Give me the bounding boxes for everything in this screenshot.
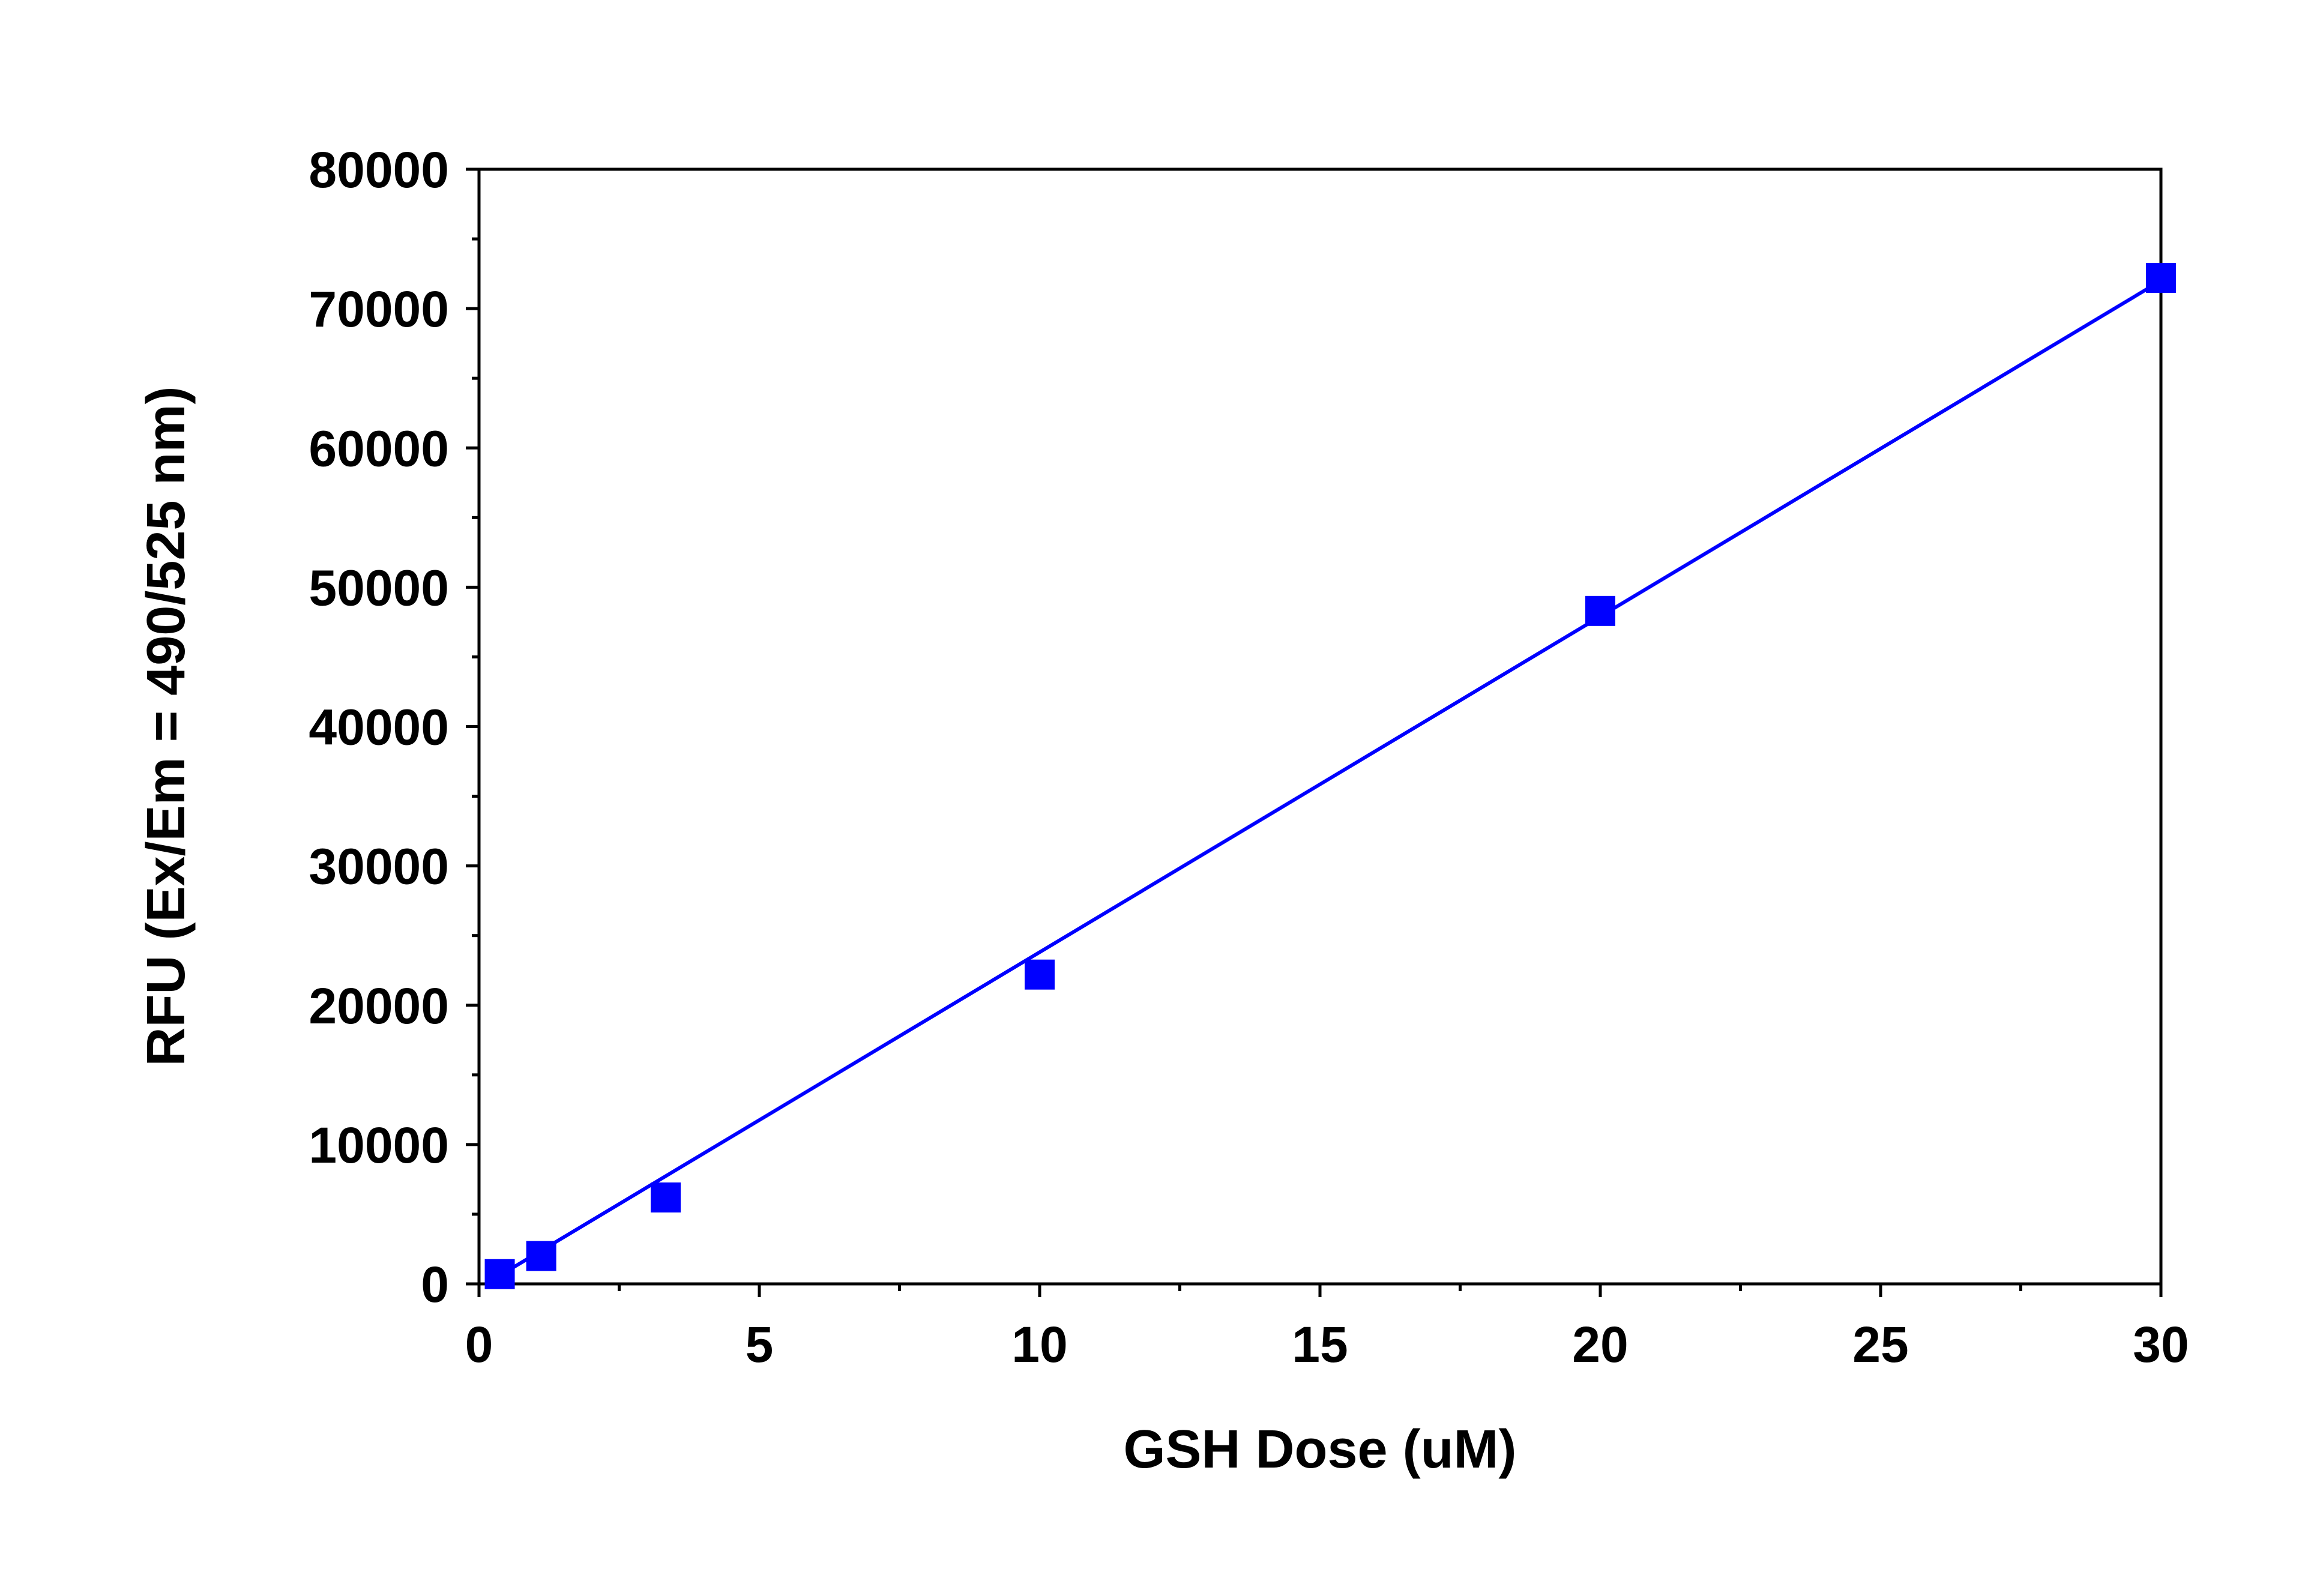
- y-tick-label: 40000: [309, 699, 449, 756]
- x-tick-label: 25: [1852, 1316, 1908, 1373]
- x-tick-label: 20: [1572, 1316, 1628, 1373]
- x-tick-label: 15: [1292, 1316, 1348, 1373]
- y-tick-label: 0: [421, 1256, 449, 1313]
- data-point: [1585, 595, 1615, 626]
- x-tick-label: 10: [1011, 1316, 1067, 1373]
- y-tick-label: 80000: [309, 142, 449, 198]
- data-point: [1025, 959, 1055, 990]
- y-tick-label: 20000: [309, 978, 449, 1034]
- x-tick-label: 30: [2133, 1316, 2189, 1373]
- data-point: [651, 1182, 681, 1213]
- x-axis-title: GSH Dose (uM): [1123, 1420, 1516, 1480]
- y-tick-label: 70000: [309, 281, 449, 337]
- y-tick-label: 30000: [309, 839, 449, 895]
- data-point: [2146, 263, 2176, 294]
- fit-line: [499, 279, 2162, 1277]
- plot-frame: [477, 167, 2163, 1286]
- y-tick-label: 50000: [309, 559, 449, 616]
- x-tick-label: 5: [746, 1316, 774, 1373]
- x-tick-label: 0: [465, 1316, 493, 1373]
- data-point: [526, 1241, 556, 1271]
- y-tick-label: 60000: [309, 420, 449, 477]
- y-axis-title: RFU (Ex/Em = 490/525 nm): [136, 387, 196, 1067]
- data-point: [484, 1259, 515, 1289]
- y-tick-label: 10000: [309, 1117, 449, 1173]
